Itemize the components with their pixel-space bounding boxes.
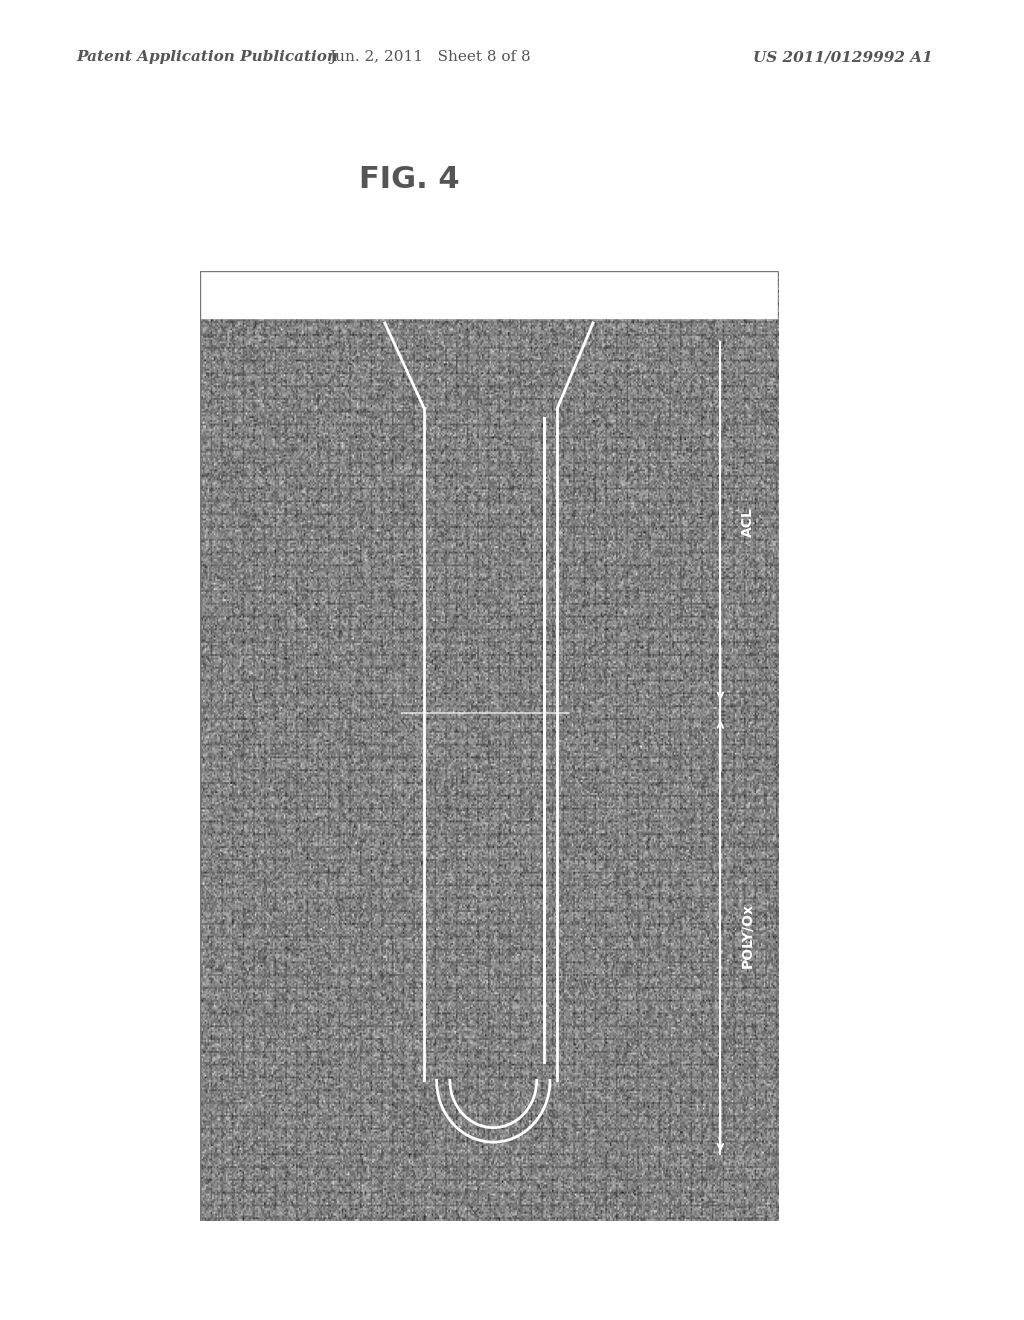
Text: FIG. 4: FIG. 4 <box>359 165 460 194</box>
Text: POLY/Ox: POLY/Ox <box>740 903 755 969</box>
Bar <box>200 271 778 318</box>
Text: US 2011/0129992 A1: US 2011/0129992 A1 <box>753 50 933 65</box>
Text: ACL: ACL <box>740 507 755 537</box>
Text: Patent Application Publication: Patent Application Publication <box>77 50 339 65</box>
Text: Jun. 2, 2011   Sheet 8 of 8: Jun. 2, 2011 Sheet 8 of 8 <box>330 50 530 65</box>
